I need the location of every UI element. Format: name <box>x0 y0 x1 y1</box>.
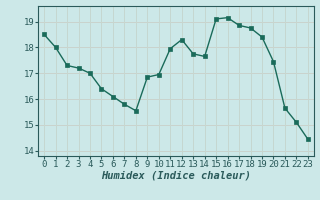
X-axis label: Humidex (Indice chaleur): Humidex (Indice chaleur) <box>101 171 251 181</box>
